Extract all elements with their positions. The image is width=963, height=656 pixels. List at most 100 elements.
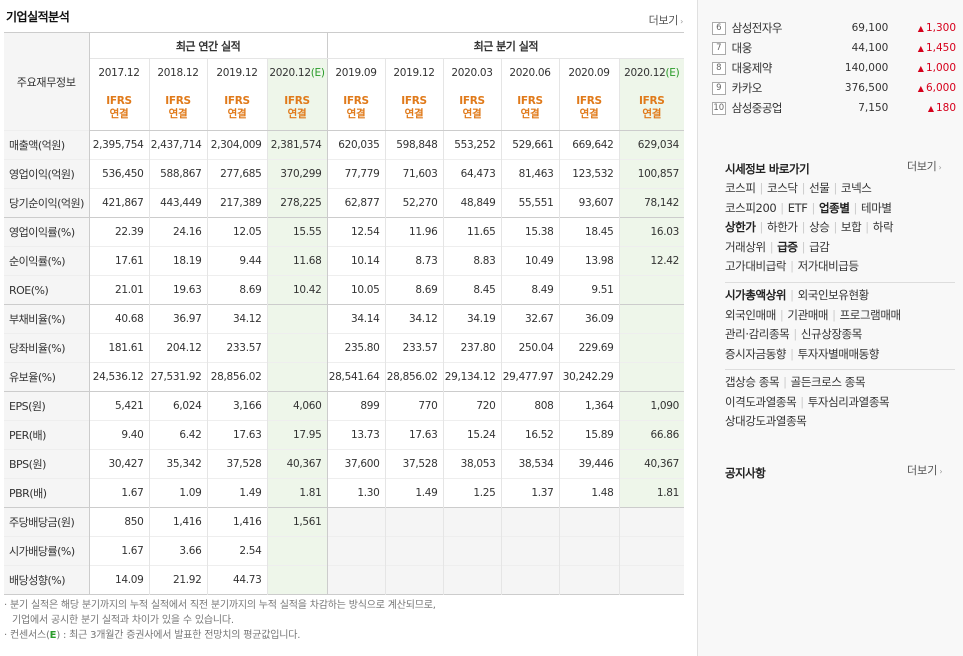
table-cell: 1.09 [148, 478, 207, 508]
quick-link[interactable]: 프로그램매매 [839, 307, 901, 322]
quick-link[interactable]: 상대강도과열종목 [725, 414, 807, 428]
quick-link[interactable]: 코스피200 [725, 200, 777, 215]
quick-link[interactable]: ETF [787, 200, 808, 215]
stock-change: ▲ 6,000 [888, 82, 956, 94]
table-cell: 8.69 [384, 275, 444, 305]
quick-link[interactable]: 저가대비급등 [797, 259, 859, 273]
table-cell: 35,342 [148, 449, 207, 479]
table-cell: 9.40 [88, 420, 149, 450]
table-cell: 720 [442, 391, 502, 421]
period-header: 2020.03 [442, 58, 502, 87]
stock-name-link[interactable]: 카카오 [731, 81, 763, 95]
quick-link[interactable]: 하락 [872, 220, 894, 234]
basis-top: IFRS [459, 95, 485, 108]
row-label: 당좌비율(%) [4, 333, 90, 363]
stock-name-link[interactable]: 대웅 [731, 41, 753, 55]
quick-link[interactable]: 코스닥 [767, 181, 798, 195]
table-cell: 2,304,009 [206, 130, 267, 160]
quick-link[interactable]: 테마별 [861, 200, 892, 215]
table-cell: 28,856.02 [206, 362, 267, 392]
right-sidebar: 6 삼성전자우 69,100 ▲ 1,300 7 대웅 44,100 ▲ 1,450 8 대웅제약 14… [697, 0, 963, 656]
quick-link[interactable]: 골든크로스 종목 [790, 375, 866, 389]
rank-item[interactable]: 7 대웅 44,100 ▲ 1,450 [712, 38, 956, 58]
row-label: 매출액(억원) [4, 130, 90, 160]
stock-name-link[interactable]: 대웅제약 [731, 61, 773, 75]
rank-item[interactable]: 9 카카오 376,500 ▲ 6,000 [712, 78, 956, 98]
quick-link[interactable]: 투자심리과열종목 [807, 394, 890, 409]
table-cell: 1,364 [558, 391, 620, 421]
table-cell: 17.95 [266, 420, 328, 450]
quick-link[interactable]: 기관매매 [787, 307, 829, 322]
period-header: 2020.06 [500, 58, 560, 87]
table-cell: 30,427 [88, 449, 149, 479]
period-header: 2020.12(E) [266, 58, 328, 87]
quick-link[interactable]: 코넥스 [840, 181, 872, 195]
basis-top: IFRS [106, 95, 132, 108]
row-label: 배당성향(%) [4, 565, 90, 595]
basis-bottom: 연결 [520, 108, 540, 121]
quick-link[interactable]: 선물 [809, 181, 830, 195]
table-cell: 669,642 [558, 130, 620, 160]
table-cell: 10.14 [326, 246, 386, 276]
quick-link[interactable]: 상승 [809, 220, 830, 234]
quick-link[interactable]: 상한가 [725, 220, 756, 234]
quick-link-line: 관리·감리종목 | 신규상장종목 [725, 326, 955, 346]
table-cell: 81,463 [500, 159, 560, 189]
period-header: 2019.09 [326, 58, 386, 87]
quick-link[interactable]: 갭상승 종목 [725, 375, 780, 389]
table-cell: 24,536.12 [88, 362, 149, 392]
quick-link[interactable]: 하한가 [767, 220, 798, 234]
table-cell: 2,437,714 [148, 130, 207, 160]
quick-link[interactable]: 투자자별매매동향 [797, 346, 880, 361]
table-cell: 2,381,574 [266, 130, 328, 160]
quarter-group-header: 최근 분기 실적 [326, 32, 685, 59]
quick-link[interactable]: 급감 [809, 239, 830, 254]
table-cell [618, 333, 685, 363]
table-cell: 13.73 [326, 420, 386, 450]
more-link-notice[interactable]: 더보기 › [907, 464, 943, 477]
quick-link[interactable]: 업종별 [818, 200, 850, 215]
table-cell: 123,532 [558, 159, 620, 189]
table-cell: 443,449 [148, 188, 207, 218]
more-link-financials[interactable]: 더보기 › [649, 12, 684, 28]
table-cell: 1,416 [206, 507, 267, 537]
period-header: 2019.12 [206, 58, 267, 87]
footnote-1-cont: 기업에서 공시한 분기 실적과 차이가 있을 수 있습니다. [12, 615, 234, 626]
rank-item[interactable]: 8 대웅제약 140,000 ▲ 1,000 [712, 58, 956, 78]
quick-link[interactable]: 급증 [777, 239, 798, 254]
rank-item[interactable]: 10 삼성중공업 7,150 ▲ 180 [712, 98, 956, 118]
link-separator: | [790, 259, 794, 273]
stock-name-link[interactable]: 삼성전자우 [731, 21, 783, 35]
quick-link[interactable]: 증시자금동향 [725, 346, 787, 361]
row-label: 영업이익률(%) [4, 217, 90, 247]
stock-name-link[interactable]: 삼성중공업 [731, 101, 783, 115]
stock-price: 140,000 [844, 62, 889, 74]
quick-link[interactable]: 관리·감리종목 [725, 327, 790, 341]
quick-link[interactable]: 거래상위 [725, 239, 766, 254]
table-cell: 2,395,754 [88, 130, 149, 160]
change-value: 180 [935, 102, 957, 114]
table-cell: 2.54 [206, 536, 267, 566]
basis-header: IFRS 연결 [148, 86, 207, 131]
table-cell: 10.49 [500, 246, 560, 276]
annual-group-header: 최근 연간 실적 [88, 32, 328, 59]
quick-link[interactable]: 신규상장종목 [800, 327, 862, 341]
more-link-quick[interactable]: 더보기 › [907, 160, 942, 173]
table-cell: 536,450 [88, 159, 149, 189]
quick-link[interactable]: 코스피 [725, 181, 756, 195]
basis-header: IFRS 연결 [88, 86, 149, 131]
quick-link[interactable]: 외국인보유현황 [797, 288, 870, 302]
row-label: 유보율(%) [4, 362, 90, 392]
footnote-2: · 컨센서스(E) : 최근 3개월간 증권사에서 발표한 전망치의 평균값입니… [4, 630, 301, 641]
basis-bottom: 연결 [287, 108, 307, 121]
table-cell: 250.04 [500, 333, 560, 363]
table-cell: 370,299 [266, 159, 328, 189]
quick-link[interactable]: 고가대비급락 [725, 259, 787, 273]
quick-link-line: 증시자금동향 | 투자자별매매동향 [725, 346, 955, 366]
quick-link[interactable]: 시가총액상위 [725, 288, 787, 302]
quick-link[interactable]: 외국인매매 [725, 307, 776, 322]
rank-item[interactable]: 6 삼성전자우 69,100 ▲ 1,300 [712, 18, 956, 38]
quick-link[interactable]: 이격도과열종목 [725, 394, 797, 409]
quick-link[interactable]: 보합 [840, 220, 862, 234]
table-cell [618, 304, 685, 334]
